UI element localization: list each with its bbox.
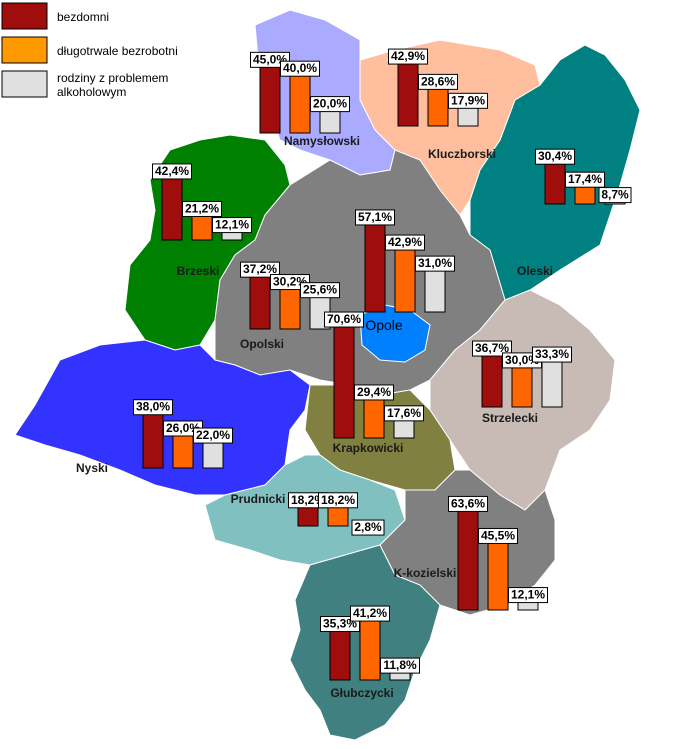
legend: bezdomni długotrwale bezrobotni rodziny … (1, 2, 178, 99)
region-label-strzelecki: Strzelecki (482, 411, 538, 425)
value-box-namyslowski-1 (250, 51, 290, 68)
value-label-strzelecki-2: 30,0% (505, 353, 539, 367)
region-label-namyslowski: Namysłowski (284, 134, 360, 148)
region-label-prudnicki: Prudnicki (231, 492, 286, 506)
value-box-kluczborski-1 (388, 48, 428, 65)
value-box-opolski-1 (240, 261, 280, 278)
region-label-nyski: Nyski (76, 461, 108, 475)
value-label-kluczborski-2: 28,6% (421, 74, 455, 88)
value-label-k-kozielski-1: 63,6% (451, 496, 485, 510)
region-opole-city (359, 304, 431, 363)
value-box-krapkowicki-2 (354, 384, 394, 401)
legend-swatch-dlugotrwale (1, 36, 48, 64)
value-box-nyski-1 (133, 399, 173, 416)
legend-label-dlugotrwale: długotrwale bezrobotni (57, 44, 178, 58)
value-label-namyslowski-3: 20,0% (313, 97, 347, 111)
region-label-brzeski: Brzeski (177, 264, 220, 278)
value-box-glubczycki-2 (350, 605, 390, 622)
value-label-krapkowicki-1: 70,6% (327, 312, 361, 326)
value-box-opolski-2 (270, 274, 310, 291)
value-label-opolski-2: 30,2% (273, 275, 307, 289)
value-box-opole-3 (415, 255, 455, 272)
value-box-oleski-1 (535, 148, 575, 165)
value-box-opole-1 (355, 209, 395, 226)
value-label-brzeski-1: 42,4% (155, 164, 189, 178)
bar-opole-1 (364, 210, 386, 313)
value-label-opole-2: 42,9% (388, 235, 422, 249)
region-opolski (214, 149, 506, 396)
value-label-glubczycki-1: 35,3% (323, 617, 357, 631)
value-label-glubczycki-3: 11,8% (383, 658, 417, 672)
value-box-krapkowicki-3 (384, 405, 424, 422)
value-box-krapkowicki-1 (324, 311, 364, 328)
value-label-nyski-2: 26,0% (166, 421, 200, 435)
value-box-oleski-3 (598, 187, 632, 204)
value-label-krapkowicki-3: 17,6% (387, 406, 421, 420)
value-label-k-kozielski-2: 45,5% (481, 528, 515, 542)
region-label-oleski: Oleski (517, 264, 553, 278)
legend-label-bezdomni: bezdomni (57, 10, 109, 24)
value-box-strzelecki-3 (532, 346, 572, 363)
value-box-glubczycki-3 (380, 657, 420, 674)
value-box-namyslowski-3 (310, 96, 350, 113)
value-label-oleski-1: 30,4% (538, 149, 572, 163)
region-label-opolski: Opolski (240, 337, 284, 351)
value-box-strzelecki-1 (472, 340, 512, 357)
value-label-glubczycki-2: 41,2% (353, 606, 387, 620)
bar-krapkowicki-1 (333, 312, 355, 439)
value-label-opole-1: 57,1% (358, 210, 392, 224)
legend-label-alkohol-1: rodziny z problemem (57, 71, 168, 85)
city-label-opole: Opole (365, 317, 403, 333)
value-label-prudnicki-1: 18,2% (291, 493, 325, 507)
region-label-krapkowicki: Krapkowicki (333, 441, 404, 455)
value-label-oleski-3: 8,7% (601, 188, 629, 202)
value-box-prudnicki-3 (351, 519, 385, 536)
value-box-k-kozielski-1 (448, 495, 488, 512)
region-label-glubczycki: Głubczycki (330, 686, 393, 700)
value-label-opolski-3: 25,6% (303, 283, 337, 297)
value-box-brzeski-1 (152, 163, 192, 180)
bar-k-kozielski-1 (457, 496, 479, 611)
value-label-k-kozielski-3: 12,1% (511, 588, 545, 602)
value-box-oleski-2 (565, 171, 605, 188)
value-label-kluczborski-3: 17,9% (451, 93, 485, 107)
value-label-opole-3: 31,0% (418, 256, 452, 270)
value-label-kluczborski-1: 42,9% (391, 49, 425, 63)
region-label-kluczborski: Kluczborski (428, 147, 496, 161)
value-box-brzeski-3 (212, 217, 252, 234)
value-box-k-kozielski-3 (508, 587, 548, 604)
value-box-brzeski-2 (182, 200, 222, 217)
value-box-kluczborski-2 (418, 73, 458, 90)
value-label-opolski-1: 37,2% (243, 262, 277, 276)
value-box-namyslowski-2 (280, 60, 320, 77)
value-label-prudnicki-2: 18,2% (321, 493, 355, 507)
value-label-nyski-1: 38,0% (136, 400, 170, 414)
legend-swatch-alkohol (1, 70, 48, 98)
value-label-strzelecki-1: 36,7% (475, 341, 509, 355)
value-box-opolski-3 (300, 282, 340, 299)
legend-swatch-bezdomni (1, 2, 48, 30)
value-label-brzeski-3: 12,1% (215, 218, 249, 232)
legend-label-alkohol-2: alkoholowym (57, 85, 126, 99)
value-label-prudnicki-3: 2,8% (354, 520, 382, 534)
value-label-nyski-3: 22,0% (196, 428, 230, 442)
value-box-opole-2 (385, 234, 425, 251)
value-label-namyslowski-2: 40,0% (283, 61, 317, 75)
value-label-namyslowski-1: 45,0% (253, 52, 287, 66)
value-box-prudnicki-2 (318, 492, 358, 509)
value-box-nyski-3 (193, 427, 233, 444)
value-label-oleski-2: 17,4% (568, 172, 602, 186)
value-label-krapkowicki-2: 29,4% (357, 385, 391, 399)
value-box-kluczborski-3 (448, 92, 488, 109)
value-box-k-kozielski-2 (478, 527, 518, 544)
value-label-brzeski-2: 21,2% (185, 201, 219, 215)
region-label-k-kozielski: K-kozielski (394, 566, 457, 580)
value-label-strzelecki-3: 33,3% (535, 347, 569, 361)
